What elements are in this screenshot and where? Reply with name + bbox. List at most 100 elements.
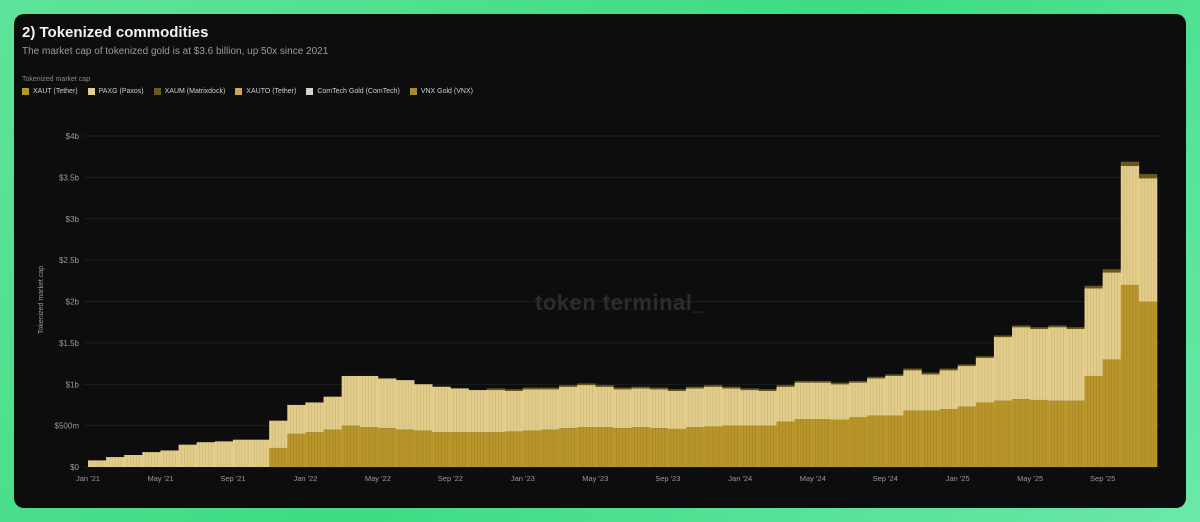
- bar-segment: [830, 382, 850, 385]
- bar-segment: [740, 390, 759, 426]
- x-tick-label: May '22: [365, 474, 391, 483]
- y-tick-label: $2.5b: [59, 256, 80, 265]
- bar-segment: [396, 429, 415, 467]
- bar-segment: [722, 388, 741, 426]
- bar-segment: [595, 386, 614, 428]
- legend-item[interactable]: VNX Gold (VNX): [409, 88, 473, 95]
- bar-segment: [540, 429, 560, 467]
- legend-label: XAUT (Tether): [33, 88, 78, 95]
- bar-segment: [142, 452, 161, 467]
- bar-segment: [1084, 285, 1103, 289]
- bar-segment: [830, 419, 850, 467]
- x-tick-label: Jan '21: [76, 474, 100, 483]
- bar-segment: [559, 428, 578, 467]
- bar-segment: [1084, 288, 1103, 376]
- bar-segment: [287, 404, 306, 434]
- bar-segment: [1066, 327, 1085, 329]
- bar-segment: [903, 370, 922, 411]
- bar-segment: [522, 389, 542, 431]
- x-tick-label: Jan '24: [728, 474, 752, 483]
- x-tick-label: Jan '25: [946, 474, 970, 483]
- bar-segment: [486, 388, 506, 391]
- bar-segment: [667, 389, 687, 391]
- bar-segment: [341, 375, 361, 426]
- bar-segment: [812, 419, 832, 467]
- bar-segment: [812, 382, 832, 420]
- y-tick-label: $2b: [66, 298, 80, 307]
- y-tick-label: $500m: [55, 422, 80, 431]
- bar-segment: [975, 357, 995, 403]
- legend-item[interactable]: ComTech Gold (ComTech): [306, 88, 400, 95]
- legend-label: PAXG (Paxos): [98, 88, 144, 95]
- bar-segment: [848, 382, 868, 418]
- x-tick-label: May '24: [800, 474, 826, 483]
- bar-segment: [631, 388, 650, 428]
- bar-segment: [776, 421, 795, 467]
- bar-segment: [903, 368, 922, 371]
- bar-segment: [921, 374, 940, 411]
- y-tick-label: $1b: [66, 380, 80, 389]
- legend-item[interactable]: XAUT (Tether): [22, 88, 78, 95]
- legend-swatch: [235, 88, 243, 95]
- bar-segment: [685, 388, 705, 428]
- bar-segment: [577, 427, 596, 467]
- bar-segment: [722, 425, 741, 467]
- legend-item[interactable]: XAUM (Matrixdock): [153, 88, 226, 95]
- bar-segment: [830, 384, 850, 420]
- bar-segment: [486, 390, 506, 433]
- bar-segment: [450, 432, 469, 467]
- bar-segment: [196, 442, 216, 467]
- watermark-logo: token terminal_: [535, 290, 706, 315]
- bar-segment: [975, 356, 995, 358]
- x-tick-label: May '25: [1017, 474, 1043, 483]
- y-tick-label: $4b: [66, 132, 80, 141]
- bar-segment: [305, 402, 324, 433]
- bar-segment: [722, 386, 741, 389]
- bar-segment: [577, 385, 596, 428]
- bar-segment: [740, 388, 759, 391]
- bar-segment: [1084, 375, 1103, 467]
- bar-segment: [178, 444, 198, 467]
- bar-segment: [540, 387, 560, 390]
- bar-segment: [667, 428, 687, 467]
- bar-segment: [414, 430, 433, 467]
- bar-segment: [1120, 165, 1140, 285]
- bar-segment: [685, 427, 705, 467]
- bar-segment: [432, 432, 451, 467]
- bar-segment: [867, 378, 886, 416]
- chart-subtitle: The market cap of tokenized gold is at $…: [22, 46, 329, 57]
- bar-segment: [160, 450, 179, 467]
- bar-segment: [993, 335, 1013, 338]
- bar-segment: [432, 386, 451, 433]
- legend-item[interactable]: PAXG (Paxos): [87, 88, 144, 95]
- bar-segment: [577, 383, 596, 386]
- bar-segment: [269, 447, 288, 467]
- bar-segment: [939, 370, 958, 410]
- x-tick-label: Jan '23: [511, 474, 535, 483]
- bar-segment: [359, 427, 379, 467]
- bar-segment: [1102, 269, 1122, 273]
- chart-title: 2) Tokenized commodities: [22, 24, 209, 41]
- bar-segment: [613, 387, 632, 390]
- bar-segment: [522, 430, 542, 467]
- x-tick-label: May '23: [582, 474, 608, 483]
- bar-segment: [323, 396, 342, 430]
- bar-segment: [704, 386, 723, 427]
- legend-item[interactable]: XAUTO (Tether): [235, 88, 296, 95]
- bar-segment: [885, 375, 904, 416]
- bar-segment: [758, 425, 777, 467]
- bar-segment: [957, 364, 977, 367]
- bar-segment: [1138, 178, 1158, 302]
- bar-segment: [269, 420, 288, 448]
- x-tick-label: Sep '21: [220, 474, 245, 483]
- bar-segment: [1138, 301, 1158, 467]
- bar-segment: [540, 389, 560, 430]
- bar-segment: [377, 428, 397, 467]
- bar-segment: [867, 376, 886, 379]
- legend-label: XAUM (Matrixdock): [164, 88, 226, 95]
- bar-segment: [939, 368, 958, 371]
- bar-segment: [776, 386, 795, 422]
- bar-segment: [1066, 400, 1085, 467]
- bar-segment: [921, 372, 940, 375]
